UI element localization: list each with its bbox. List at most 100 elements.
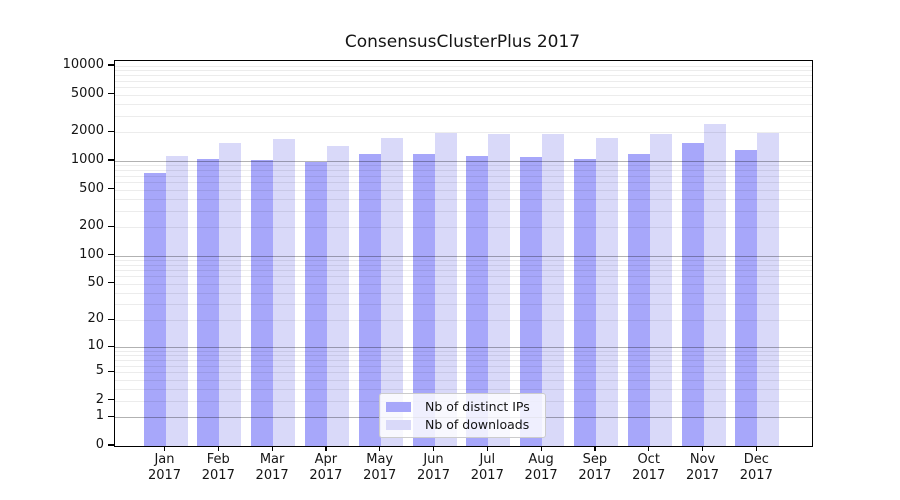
bar-downloads-apr [326,145,349,446]
gridline-minor [115,351,812,352]
x-tick-label: Mar 2017 [255,452,289,483]
y-tick-label: 1 [95,408,104,424]
bar-distinct-ips-aug [520,157,543,446]
y-tick [108,159,114,161]
y-tick-label: 2 [95,391,104,407]
gridline-minor [115,115,812,117]
bar-downloads-aug [542,134,565,446]
y-tick [108,399,114,401]
gridline-minor [115,70,812,72]
gridline-minor [115,365,812,367]
bar-downloads-oct [649,134,672,446]
bar-distinct-ips-jun [412,154,435,446]
x-tick [217,446,219,451]
y-tick-label: 10 [87,338,104,354]
y-tick-label: 2000 [70,123,104,139]
legend-swatch-distinct-ips [386,401,411,412]
y-tick [108,93,114,95]
gridline-minor [115,175,812,177]
gridline-minor [115,372,812,374]
gridline-major [115,255,812,257]
x-tick [271,446,273,451]
x-tick [379,446,381,451]
y-tick-label: 0 [95,437,104,452]
y-tick [108,370,114,372]
x-tick [432,446,435,451]
y-tick [108,187,114,190]
gridline-minor [115,80,812,82]
x-tick [755,446,757,451]
y-tick-label: 20 [87,311,104,327]
y-tick-label: 100 [79,246,104,262]
gridline-minor [115,165,812,167]
bar-distinct-ips-nov [681,143,704,446]
y-tick-label: 1000 [70,152,104,167]
gridline-major [115,161,812,162]
gridline-minor [115,304,812,306]
gridline-minor [115,283,812,285]
gridline-minor [115,292,812,294]
gridline-major [115,347,812,349]
x-tick [648,446,650,451]
x-tick-label: Nov 2017 [685,452,720,483]
x-tick [325,446,327,451]
plot-area [114,60,813,447]
y-tick-label: 10000 [62,57,104,72]
bar-downloads-jan [165,156,188,446]
gridline-minor [115,132,812,134]
gridline-minor [115,320,812,322]
gridline-minor [115,259,812,261]
bar-distinct-ips-mar [251,160,274,446]
bar-distinct-ips-dec [735,150,758,446]
y-tick [108,254,114,256]
y-tick [108,64,114,66]
bar-distinct-ips-feb [197,158,220,446]
gridline-minor [115,87,812,89]
y-tick [108,282,114,284]
x-tick-label: May 2017 [363,452,397,483]
gridline-minor [115,227,812,229]
x-tick [540,446,542,451]
x-tick-label: Aug 2017 [524,452,558,483]
x-tick-label: Jul 2017 [470,452,504,483]
bar-distinct-ips-apr [304,162,327,446]
gridline-minor [115,355,812,357]
x-tick-label: Dec 2017 [739,452,773,483]
y-tick-label: 500 [79,180,104,196]
x-tick-label: Jan 2017 [147,452,182,483]
bar-distinct-ips-may [358,154,381,446]
chart-title: ConsensusClusterPlus 2017 [344,32,581,52]
gridline-minor [115,189,812,191]
bar-distinct-ips-jan [143,172,166,446]
legend-item-distinct-ips: Nb of distinct IPs [386,399,539,414]
gridline-minor [115,94,812,96]
gridline-minor [115,75,812,77]
x-tick-label: Feb 2017 [201,452,235,483]
gridline-minor [115,182,812,183]
legend-label-distinct-ips: Nb of distinct IPs [425,399,530,414]
x-tick [594,446,596,451]
gridline-minor [115,103,812,105]
gridline-minor [115,388,812,390]
bar-distinct-ips-jul [466,156,489,446]
gridline-minor [115,379,812,381]
gridline-minor [115,170,812,172]
bar-distinct-ips-sep [573,158,596,446]
gridline-minor [115,66,812,67]
bar-distinct-ips-oct [627,154,650,446]
x-tick [486,446,488,451]
x-tick-label: Jun 2017 [416,452,451,483]
bar-downloads-sep [595,138,618,446]
gridline-minor [115,360,812,362]
bar-downloads-nov [703,124,726,446]
gridline-minor [115,270,812,272]
legend-item-downloads: Nb of downloads [386,417,539,432]
gridline-minor [115,198,812,200]
y-tick [108,225,114,227]
x-tick-label: Oct 2017 [632,452,666,483]
y-tick [108,130,114,133]
y-tick-label: 5 [95,363,104,379]
y-tick-label: 200 [79,218,104,234]
x-tick [163,446,166,451]
